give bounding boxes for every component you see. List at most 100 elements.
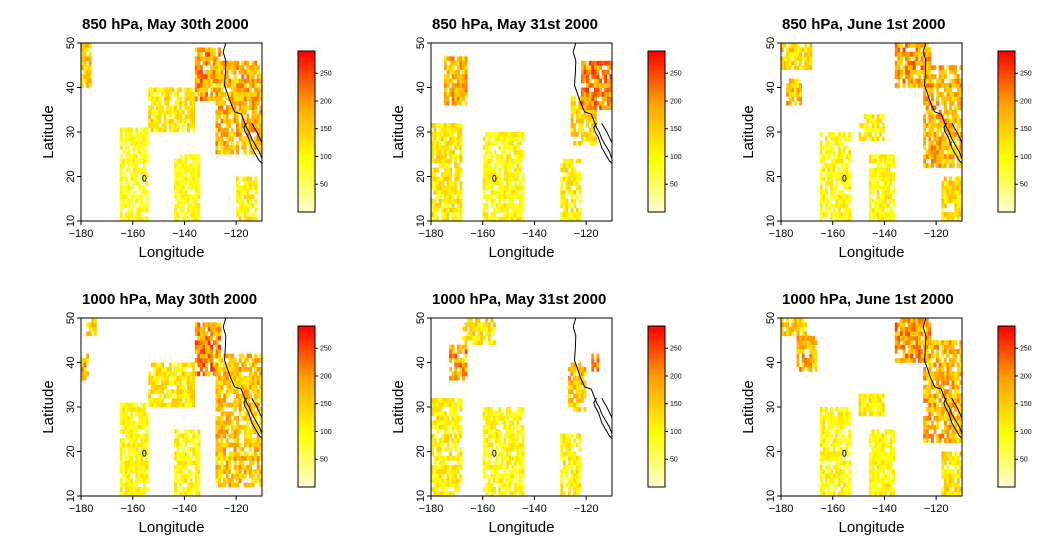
heatmap-cell xyxy=(830,136,834,142)
heatmap-cell xyxy=(959,96,963,102)
heatmap-cell xyxy=(912,51,916,57)
heatmap-cell xyxy=(845,172,849,177)
heatmap-cell xyxy=(884,180,888,186)
heatmap-cell xyxy=(487,145,491,151)
heatmap-cell xyxy=(521,424,525,430)
heatmap-cell xyxy=(174,207,177,213)
heatmap-cell xyxy=(923,154,927,159)
heatmap-cell xyxy=(122,482,126,488)
heatmap-cell xyxy=(223,91,227,97)
heatmap-cell xyxy=(446,216,450,222)
heatmap-cell xyxy=(516,455,520,461)
heatmap-cell xyxy=(943,212,947,217)
heatmap-cell xyxy=(431,451,434,457)
heatmap-cell xyxy=(487,163,491,168)
heatmap-cell xyxy=(925,83,929,88)
colorbar-swatch xyxy=(648,460,665,464)
heatmap-cell xyxy=(210,335,214,341)
heatmap-cell xyxy=(456,464,460,470)
heatmap-cell xyxy=(490,326,494,332)
heatmap-cell xyxy=(513,136,517,142)
heatmap-cell xyxy=(580,74,584,79)
heatmap-cell xyxy=(505,455,509,461)
heatmap-cell xyxy=(443,96,447,102)
heatmap-cell xyxy=(236,375,240,381)
heatmap-cell xyxy=(456,140,460,146)
heatmap-cell xyxy=(189,91,193,97)
heatmap-cell xyxy=(119,438,123,443)
heatmap-cell xyxy=(220,384,224,390)
heatmap-cell xyxy=(912,83,916,88)
heatmap-cell xyxy=(259,145,263,151)
heatmap-cell xyxy=(140,447,144,452)
heatmap-cell xyxy=(223,469,227,475)
heatmap-cell xyxy=(874,176,877,182)
heatmap-cell xyxy=(570,389,574,394)
heatmap-cell xyxy=(256,429,260,434)
heatmap-cell xyxy=(243,185,247,191)
heatmap-cell xyxy=(202,358,206,363)
heatmap-cell xyxy=(593,87,597,93)
heatmap-cell xyxy=(941,65,945,70)
heatmap-cell xyxy=(189,393,193,399)
heatmap-cell xyxy=(446,207,450,213)
heatmap-cell xyxy=(894,83,898,88)
heatmap-cell xyxy=(936,78,940,84)
heatmap-cell xyxy=(938,145,942,151)
heatmap-cell xyxy=(570,464,574,470)
heatmap-cell xyxy=(218,127,221,133)
heatmap-cell xyxy=(791,83,795,88)
heatmap-cell xyxy=(443,185,447,191)
heatmap-cell xyxy=(503,469,507,475)
heatmap-cell xyxy=(179,207,183,213)
heatmap-cell xyxy=(490,154,494,159)
heatmap-cell xyxy=(570,442,574,448)
heatmap-cell xyxy=(210,344,214,350)
heatmap-cell xyxy=(456,460,460,466)
heatmap-cell xyxy=(132,203,136,208)
heatmap-cell xyxy=(119,163,123,168)
heatmap-cell xyxy=(215,398,219,403)
heatmap-cell xyxy=(819,460,823,466)
heatmap-cell xyxy=(119,429,123,434)
heatmap-cell xyxy=(127,185,131,191)
heatmap-cell xyxy=(459,212,463,217)
heatmap-cell xyxy=(454,358,458,363)
heatmap-cell xyxy=(249,442,252,448)
heatmap-cell xyxy=(433,407,437,412)
x-tick-label: −140 xyxy=(872,228,897,240)
colorbar-swatch xyxy=(298,430,315,434)
heatmap-cell xyxy=(503,473,507,479)
heatmap-cell xyxy=(197,189,201,195)
heatmap-cell xyxy=(192,163,196,168)
heatmap-cell xyxy=(446,172,450,177)
heatmap-cell xyxy=(441,176,445,182)
heatmap-cell xyxy=(575,185,579,191)
colorbar-swatch xyxy=(298,328,315,332)
heatmap-cell xyxy=(832,185,836,191)
heatmap-cell xyxy=(941,149,945,155)
heatmap-cell xyxy=(578,185,582,191)
heatmap-cell xyxy=(837,194,841,200)
colorbar-swatch xyxy=(298,433,315,437)
heatmap-cell xyxy=(573,384,577,390)
heatmap-cell xyxy=(845,145,849,151)
heatmap-cell xyxy=(451,123,455,128)
heatmap-cell xyxy=(218,429,221,434)
heatmap-cell xyxy=(449,353,452,359)
heatmap-cell xyxy=(586,69,590,75)
heatmap-cell xyxy=(485,132,489,137)
heatmap-cell xyxy=(135,402,139,408)
heatmap-cell xyxy=(454,353,458,359)
colorbar-swatch xyxy=(648,481,665,485)
colorbar-swatch xyxy=(648,393,665,397)
heatmap-cell xyxy=(171,380,175,386)
colorbar-swatch xyxy=(648,409,665,413)
heatmap-cell xyxy=(446,149,450,155)
heatmap-cell xyxy=(516,212,520,217)
heatmap-cell xyxy=(568,176,571,182)
heatmap-cell xyxy=(135,140,139,146)
heatmap-cell xyxy=(230,442,234,448)
heatmap-cell xyxy=(840,140,844,146)
heatmap-cell xyxy=(238,402,242,408)
